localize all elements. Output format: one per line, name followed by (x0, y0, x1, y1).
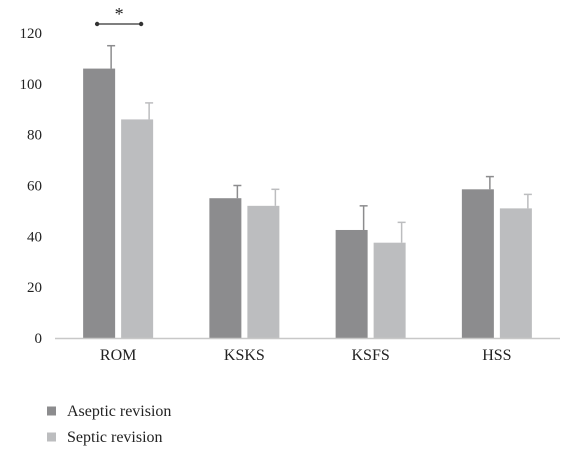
legend-swatch (47, 432, 56, 442)
significance-annotations: * (94, 4, 144, 27)
bar-ksfs-aseptic (335, 229, 368, 338)
bar-ksks-septic (247, 205, 280, 338)
bar-rom-aseptic (83, 68, 116, 338)
x-tick-label: ROM (100, 347, 136, 364)
bar-hss-septic (499, 208, 532, 338)
x-axis: ROM KSKS KSFS HSS (55, 337, 560, 364)
x-tick-label: KSFS (352, 347, 390, 364)
y-tick-label: 20 (27, 280, 42, 296)
error-bars (107, 44, 532, 243)
y-tick-label: 100 (20, 77, 43, 93)
bracket-end-dot (94, 21, 100, 27)
y-tick-label: 120 (20, 26, 43, 42)
y-tick-label: 60 (27, 179, 42, 195)
legend-label: Septic revision (67, 429, 163, 446)
x-tick-label: KSKS (224, 347, 265, 364)
legend-swatch (47, 406, 56, 416)
y-axis: 0 20 40 60 80 100 120 (20, 26, 43, 347)
bar-ksfs-septic (373, 242, 406, 338)
bar-ksks-aseptic (209, 198, 242, 338)
y-tick-label: 40 (27, 229, 42, 245)
bar-rom-septic (121, 119, 154, 339)
y-tick-label: 0 (35, 331, 43, 347)
significance-marker: * (115, 4, 124, 24)
legend-label: Aseptic revision (67, 403, 171, 420)
x-tick-label: HSS (482, 347, 511, 364)
bar-hss-aseptic (461, 189, 494, 338)
bars (83, 68, 532, 339)
legend: Aseptic revision Septic revision (47, 403, 171, 446)
bracket-end-dot (138, 21, 144, 27)
y-tick-label: 80 (27, 128, 42, 144)
